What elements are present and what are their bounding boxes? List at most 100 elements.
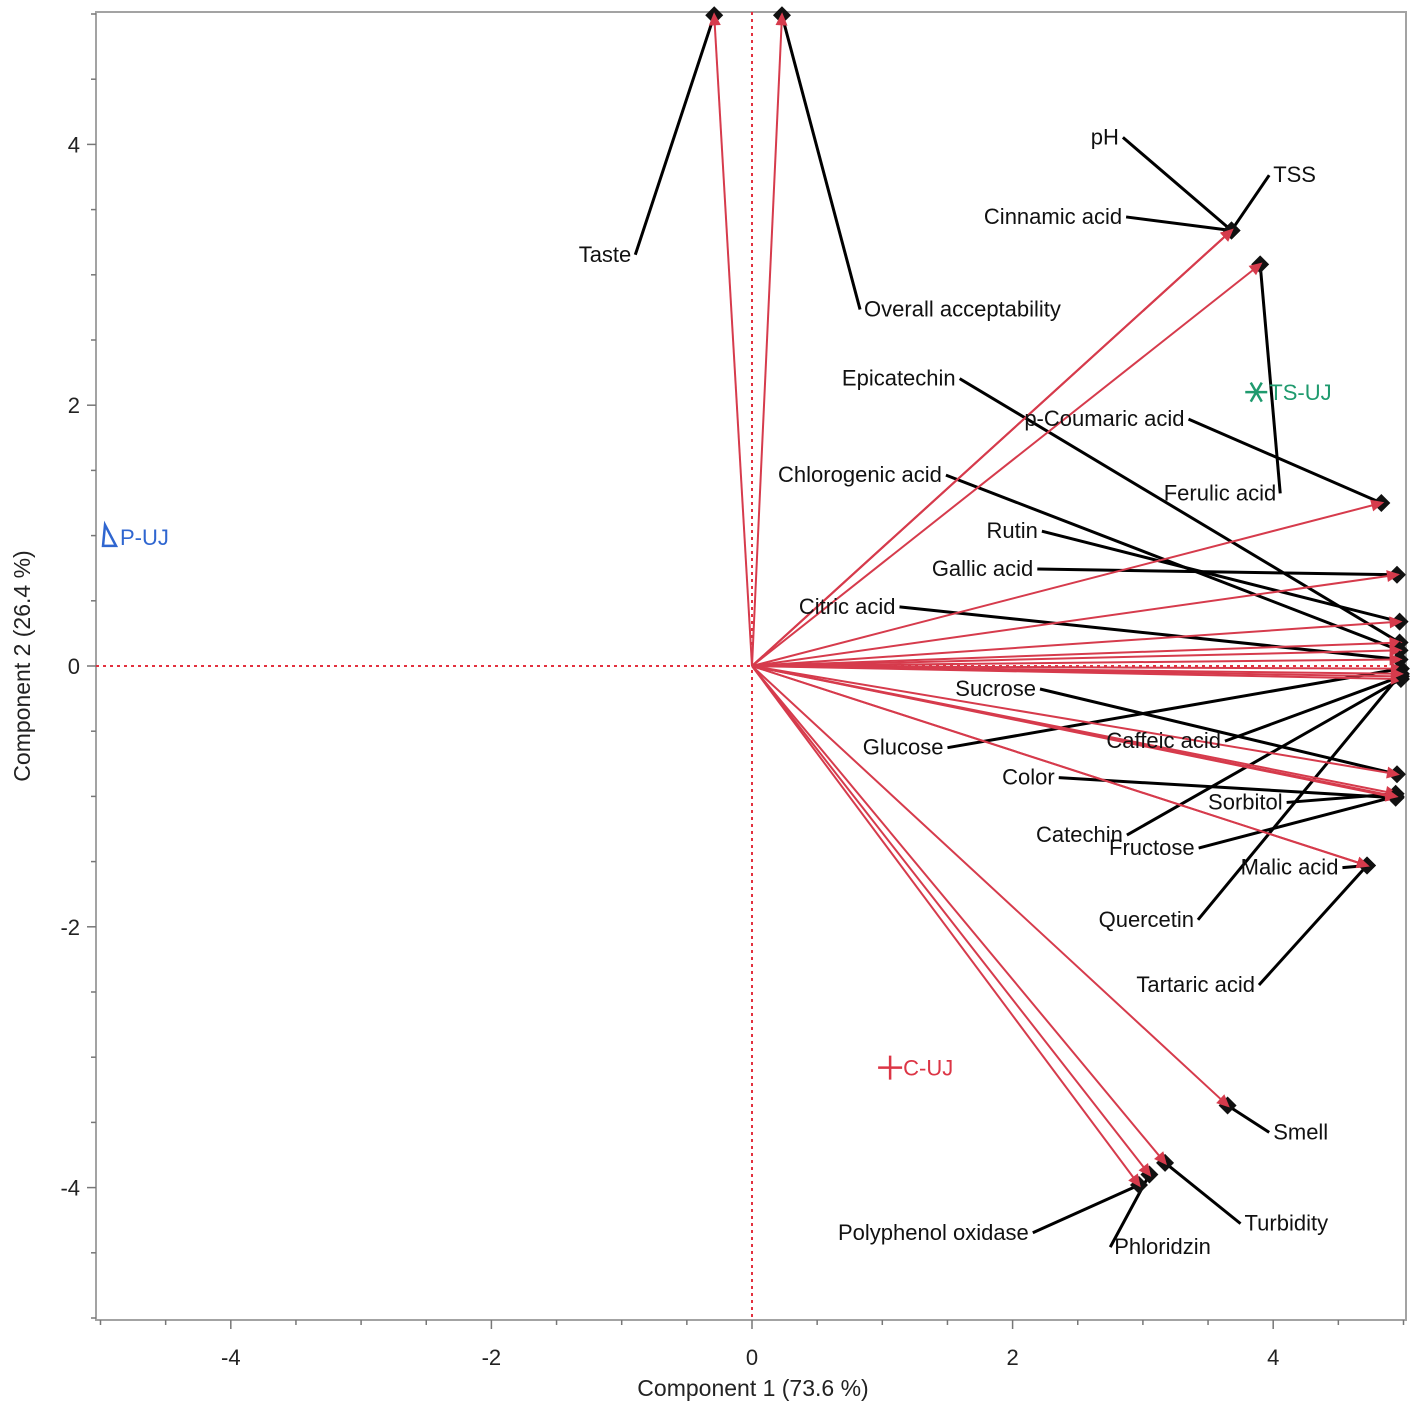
- leader-caffeic-acid: [1224, 675, 1402, 743]
- arrowhead-rutin: [1389, 616, 1403, 629]
- y-tick-label: 2: [68, 393, 80, 418]
- label-citric-acid: Citric acid: [799, 594, 896, 619]
- arrowhead-citric-acid: [1389, 653, 1403, 666]
- label-phloridzin: Phloridzin: [1114, 1234, 1211, 1259]
- leader-overall-acceptability: [780, 14, 862, 310]
- label-glucose: Glucose: [863, 735, 944, 760]
- arrowhead-polyphenol-oxidase: [1128, 1173, 1141, 1188]
- leader-catechin: [1126, 677, 1402, 837]
- x-tick-label: -2: [482, 1345, 502, 1370]
- arrowhead-epicatechin: [1389, 636, 1403, 649]
- arrowhead-ferulic-acid: [1248, 262, 1263, 276]
- leader-polyphenol-oxidase: [1032, 1183, 1140, 1235]
- label-sucrose: Sucrose: [955, 676, 1036, 701]
- vector-p-coumaric-acid: [751, 502, 1382, 667]
- label-taste: Taste: [579, 242, 632, 267]
- label-fructose: Fructose: [1109, 835, 1195, 860]
- vector-phloridzin: [751, 665, 1151, 1176]
- vector-taste: [713, 15, 753, 667]
- arrowhead-gallic-acid: [1386, 570, 1400, 583]
- leader-ph: [1121, 136, 1233, 232]
- observation-label: C-UJ: [903, 1056, 953, 1081]
- label-polyphenol-oxidase: Polyphenol oxidase: [838, 1220, 1029, 1245]
- label-overall-acceptability: Overall acceptability: [864, 297, 1061, 322]
- label-ph: pH: [1091, 124, 1119, 149]
- leader-fructose: [1198, 794, 1397, 850]
- label-quercetin: Quercetin: [1099, 907, 1194, 932]
- y-tick-label: -2: [60, 915, 80, 940]
- vector-rutin: [751, 620, 1400, 667]
- label-tartaric-acid: Tartaric acid: [1136, 972, 1255, 997]
- label-ferulic-acid: Ferulic acid: [1164, 480, 1276, 505]
- x-tick-label: 4: [1267, 1345, 1279, 1370]
- leader-sorbitol: [1286, 792, 1396, 804]
- label-leader-lines: [633, 14, 1403, 1248]
- label-malic-acid: Malic acid: [1241, 855, 1339, 880]
- label-smell: Smell: [1273, 1119, 1328, 1144]
- arrowhead-quercetin: [1390, 667, 1404, 680]
- label-caffeic-acid: Caffeic acid: [1106, 728, 1221, 753]
- leader-p-coumaric-acid: [1187, 417, 1382, 505]
- arrowhead-smell: [1216, 1094, 1230, 1108]
- x-tick-label: -4: [221, 1345, 241, 1370]
- y-tick-label: 4: [68, 132, 80, 157]
- arrowhead-turbidity: [1154, 1151, 1167, 1166]
- y-axis-ticks: -4 -2 0 2 4: [60, 13, 96, 1319]
- leader-ferulic-acid: [1258, 264, 1282, 494]
- vector-ferulic-acid: [751, 263, 1261, 667]
- label-turbidity: Turbidity: [1245, 1211, 1329, 1236]
- arrowhead-chlorogenic-acid: [1389, 644, 1403, 657]
- x-axis-ticks: -4 -2 0 2 4: [99, 1320, 1405, 1370]
- y-tick-label: -4: [60, 1176, 80, 1201]
- x-tick-label: 2: [1006, 1345, 1018, 1370]
- arrowhead-phloridzin: [1138, 1162, 1152, 1177]
- leader-citric-acid: [899, 605, 1400, 661]
- arrowhead-tartaric-acid: [1355, 856, 1370, 869]
- leader-chlorogenic-acid: [945, 473, 1401, 652]
- arrowhead-taste: [708, 12, 721, 26]
- asterisk-marker-stroke: [1249, 382, 1263, 403]
- observation-label: TS-UJ: [1269, 380, 1331, 405]
- label-p-coumaric-acid: p-Coumaric acid: [1024, 406, 1184, 431]
- arrowhead-sucrose: [1386, 766, 1400, 779]
- x-tick-label: 0: [746, 1345, 758, 1370]
- vector-gallic-acid: [751, 573, 1398, 667]
- vector-smell: [751, 665, 1229, 1107]
- vector-turbidity: [751, 665, 1166, 1164]
- leader-sucrose: [1039, 687, 1398, 776]
- arrowhead-cinnamic-acid: [1220, 228, 1234, 242]
- loading-vectors: [713, 15, 1401, 1186]
- vector-fructose: [751, 665, 1396, 798]
- arrowhead-p-coumaric-acid: [1370, 499, 1385, 512]
- vector-tartaric-acid: [751, 665, 1368, 867]
- x-axis-title: Component 1 (73.6 %): [637, 1375, 868, 1401]
- vector-quercetin: [751, 665, 1401, 675]
- vector-citric-acid: [751, 658, 1400, 667]
- vector-cinnamic-acid: [751, 229, 1233, 667]
- observation-c-uj: C-UJ: [878, 1055, 953, 1081]
- leader-quercetin: [1196, 672, 1403, 921]
- loading-markers: [705, 6, 1410, 1194]
- label-cinnamic-acid: Cinnamic acid: [984, 204, 1122, 229]
- arrowhead-fructose: [1384, 788, 1399, 801]
- observation-label: P-UJ: [120, 525, 169, 550]
- leader-tartaric-acid: [1257, 864, 1369, 987]
- triangle-marker: [101, 520, 119, 548]
- leader-smell: [1226, 1104, 1271, 1134]
- leader-tss: [1230, 174, 1271, 232]
- label-chlorogenic-acid: Chlorogenic acid: [778, 462, 942, 487]
- leader-color: [1058, 776, 1396, 800]
- vector-epicatechin: [751, 641, 1400, 667]
- leader-turbidity: [1164, 1161, 1242, 1225]
- leader-rutin: [1041, 529, 1400, 624]
- leader-gallic-acid: [1037, 567, 1398, 577]
- label-gallic-acid: Gallic acid: [932, 556, 1033, 581]
- label-sorbitol: Sorbitol: [1208, 789, 1283, 814]
- leader-glucose: [947, 667, 1402, 750]
- observations: TS-UJ P-UJ C-UJ: [101, 380, 1332, 1081]
- observation-ts-uj: TS-UJ: [1245, 380, 1332, 405]
- leader-cinnamic-acid: [1125, 215, 1232, 232]
- leader-epicatechin: [958, 377, 1401, 644]
- label-catechin: Catechin: [1036, 822, 1123, 847]
